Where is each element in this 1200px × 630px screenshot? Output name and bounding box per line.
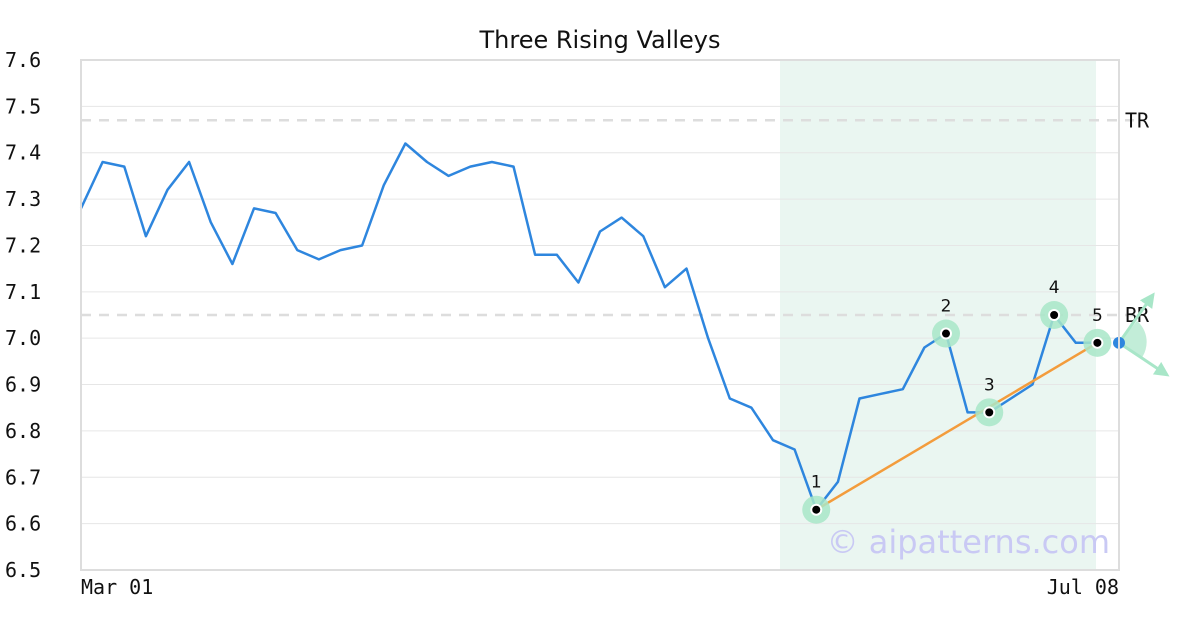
pattern-point-label: 3: [984, 375, 995, 395]
pattern-point: [983, 406, 996, 419]
projection-arrow-up: [1117, 292, 1155, 344]
pattern-point: [940, 327, 952, 340]
y-tick-label: 6.9: [5, 373, 41, 397]
y-tick-label: 6.8: [5, 419, 41, 443]
y-tick-label: 6.5: [5, 558, 41, 582]
pattern-point: [1091, 336, 1104, 349]
x-tick-label: Jul 08: [1047, 575, 1119, 599]
y-tick-label: 7.5: [5, 94, 41, 118]
watermark: © aipatterns.com: [827, 523, 1110, 561]
y-tick-label: 7.2: [5, 233, 41, 257]
projection-arrows: [1113, 292, 1170, 377]
pattern-point-label: 2: [941, 297, 952, 317]
reference-label: TR: [1125, 108, 1150, 132]
pattern-point-label: 5: [1092, 306, 1103, 326]
pattern-point-label: 1: [811, 473, 822, 493]
y-tick-label: 7.3: [5, 187, 41, 211]
axes: 6.5 6.6 6.7 6.8 6.9 7.0 7.1 7.2 7.3 7.4 7.5 7.6 Mar …: [5, 48, 1120, 599]
projection-arrow-down: [1118, 341, 1170, 377]
price-series: [79, 142, 1098, 511]
y-tick-label: 7.1: [5, 280, 41, 304]
y-tick-label: 6.7: [5, 465, 41, 489]
plot-frame: [80, 59, 1120, 571]
y-tick-label: 7.6: [5, 48, 41, 72]
y-tick-label: 6.6: [5, 512, 41, 536]
projection-wedge: [1119, 320, 1147, 359]
pattern-markers: 1 2 3 4 5: [802, 278, 1112, 524]
pattern-point: [810, 503, 823, 516]
price-line: [79, 142, 1098, 511]
chart-title: Three Rising Valleys: [478, 26, 720, 54]
y-tick-label: 7.4: [5, 141, 41, 165]
x-tick-label: Mar 01: [81, 575, 153, 599]
pattern-point-label: 4: [1049, 278, 1060, 298]
pattern-point: [1048, 309, 1061, 321]
trend-line: [815, 341, 1099, 511]
y-tick-label: 7.0: [5, 326, 41, 350]
trend-segment: [815, 341, 1099, 511]
